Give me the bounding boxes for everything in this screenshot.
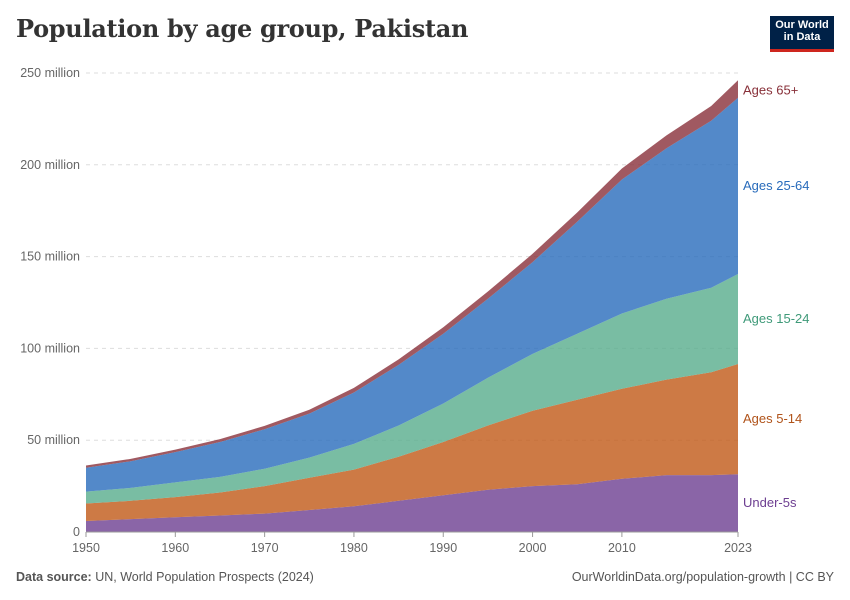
area-ages-5-14[interactable] [86, 364, 738, 521]
owid-logo[interactable]: Our World in Data [770, 16, 834, 52]
axes: 0 50 million 100 million 150 million 200 mil… [20, 66, 752, 555]
area-under-5s[interactable] [86, 474, 738, 532]
y-tick-label: 150 million [20, 250, 80, 264]
y-tick-label: 250 million [20, 66, 80, 80]
data-source-label: Data source: [16, 570, 92, 584]
series-label-ages-65-[interactable]: Ages 65+ [743, 82, 798, 97]
series-labels: Under-5s Ages 5-14 Ages 15-24 Ages 25-64 Age… [743, 82, 810, 510]
y-tick-label: 200 million [20, 158, 80, 172]
logo-line-1: Our World [775, 19, 829, 31]
chart-title: Population by age group, Pakistan [16, 14, 469, 43]
series-label-ages-5-14[interactable]: Ages 5-14 [743, 411, 802, 426]
area-series[interactable] [86, 80, 738, 532]
x-tick-label: 2000 [519, 541, 547, 555]
y-tick-label: 100 million [20, 341, 80, 355]
data-source: Data source: UN, World Population Prospe… [16, 570, 314, 584]
series-label-ages-25-64[interactable]: Ages 25-64 [743, 178, 810, 193]
data-source-text[interactable]: UN, World Population Prospects (2024) [95, 570, 314, 584]
y-tick-label: 50 million [27, 433, 80, 447]
x-tick-label: 2023 [724, 541, 752, 555]
x-tick-label: 1990 [429, 541, 457, 555]
series-label-ages-15-24[interactable]: Ages 15-24 [743, 311, 810, 326]
x-tick-label: 1970 [251, 541, 279, 555]
y-tick-label: 0 [73, 525, 80, 539]
x-tick-label: 1980 [340, 541, 368, 555]
series-label-under-5s[interactable]: Under-5s [743, 495, 797, 510]
area-ages-15-24[interactable] [86, 274, 738, 504]
x-tick-label: 2010 [608, 541, 636, 555]
credit-link[interactable]: OurWorldinData.org/population-growth | C… [571, 570, 834, 584]
area-ages-25-64[interactable] [86, 97, 738, 492]
logo-line-2: in Data [783, 31, 821, 43]
x-tick-label: 1950 [72, 541, 100, 555]
x-tick-label: 1960 [161, 541, 189, 555]
